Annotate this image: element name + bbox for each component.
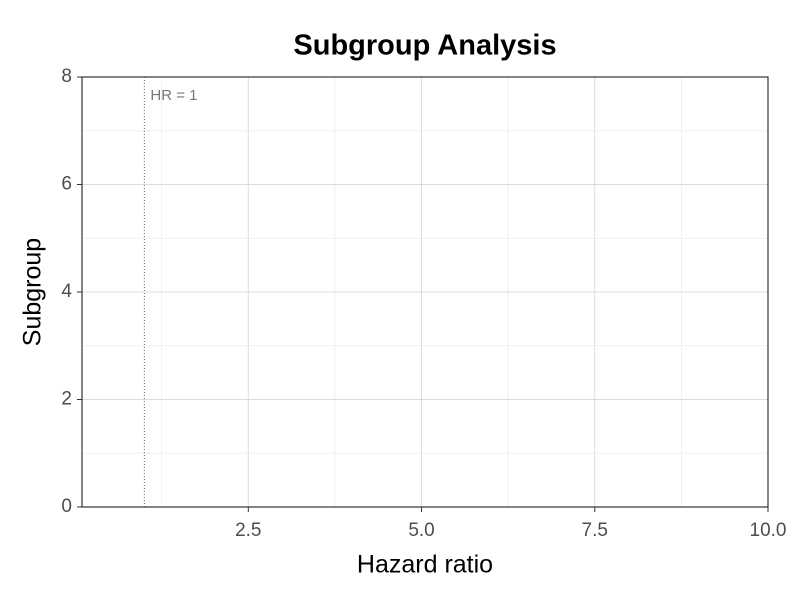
- y-axis-title: Subgroup: [19, 238, 47, 346]
- x-tick-label: 5.0: [408, 520, 434, 541]
- y-tick-label: 2: [61, 389, 72, 410]
- x-tick-label: 10.0: [750, 520, 787, 541]
- x-tick-label: 2.5: [235, 520, 261, 541]
- y-tick-label: 8: [61, 66, 72, 87]
- y-tick-label: 6: [61, 174, 72, 195]
- chart-title: Subgroup Analysis: [293, 30, 556, 62]
- y-tick-label: 4: [61, 281, 72, 302]
- x-tick-label: 7.5: [582, 520, 608, 541]
- panel-border: [81, 76, 769, 508]
- plot-layer: HR = 1: [77, 76, 769, 512]
- y-tick-label: 0: [61, 496, 72, 517]
- x-axis-title: Hazard ratio: [357, 551, 493, 579]
- reference-label: HR = 1: [150, 87, 197, 104]
